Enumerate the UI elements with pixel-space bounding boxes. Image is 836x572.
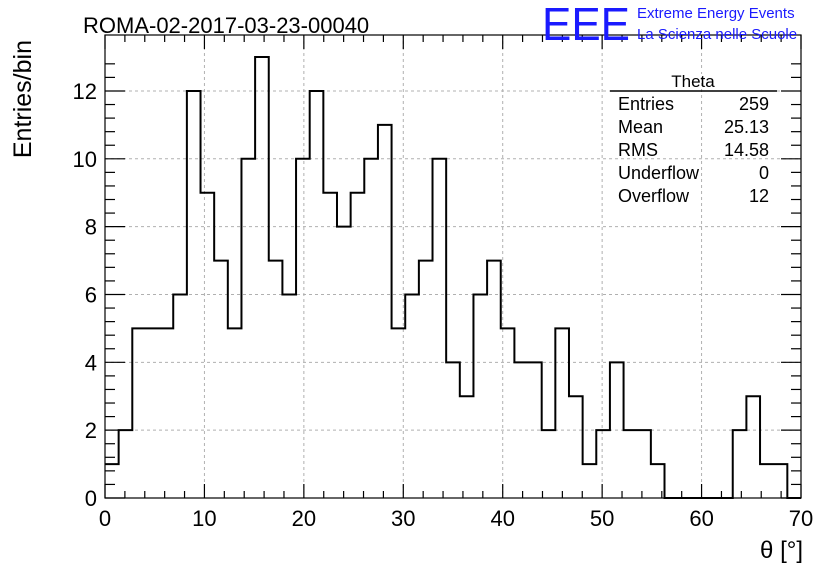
histogram-bin (405, 294, 419, 498)
stats-label: Overflow (618, 186, 690, 206)
x-tick-label: 30 (391, 506, 415, 531)
histogram-bin (105, 464, 119, 498)
y-tick-label: 10 (73, 147, 97, 172)
stats-value: 14.58 (724, 140, 769, 160)
histogram-bin (528, 362, 542, 498)
stats-label: Entries (618, 94, 674, 114)
histogram-bin (187, 91, 201, 498)
histogram-line (105, 56, 801, 499)
eee-logo: EEE (542, 0, 630, 50)
x-tick-label: 50 (590, 506, 614, 531)
histogram-bin (296, 159, 310, 498)
histogram-bin (310, 91, 324, 498)
logo-line2: La Scienza nelle Scuole (637, 26, 797, 43)
stats-value: 0 (759, 163, 769, 183)
ticks-layer (104, 35, 802, 499)
histogram-bin (487, 261, 501, 498)
y-tick-label: 4 (85, 350, 97, 375)
stats-label: Underflow (618, 163, 700, 183)
histogram-bin (651, 464, 665, 498)
x-tick-label: 0 (99, 506, 111, 531)
histogram-bin (555, 328, 569, 498)
histogram-bin (624, 430, 638, 498)
histogram-bin (241, 159, 255, 498)
plot-frame (104, 34, 802, 499)
run-title: ROMA-02-2017-03-23-00040 (83, 13, 369, 38)
stats-value: 259 (739, 94, 769, 114)
histogram-bin (583, 464, 597, 498)
histogram-bin (119, 430, 133, 498)
histogram-bin (733, 430, 747, 498)
stats-value: 25.13 (724, 117, 769, 137)
histogram-bin (501, 328, 515, 498)
histogram-bin (228, 328, 242, 498)
histogram-bin (514, 362, 528, 498)
tick-labels: 0 10 20 30 40 50 60 70 0 2 4 6 8 10 12 (73, 79, 814, 531)
y-tick-label: 6 (85, 282, 97, 307)
histogram-bin (610, 362, 624, 498)
x-tick-label: 40 (490, 506, 514, 531)
histogram-bin (160, 328, 174, 498)
histogram-bin (460, 396, 474, 498)
histogram-bin (146, 328, 160, 498)
histogram-bin (569, 396, 583, 498)
histogram-bin (351, 193, 365, 498)
histogram-bin (269, 261, 283, 498)
histogram-bin (214, 261, 228, 498)
histogram-bin (433, 159, 447, 498)
histogram-bin (255, 57, 269, 498)
y-tick-label: 0 (85, 486, 97, 511)
x-tick-label: 20 (292, 506, 316, 531)
histogram-bin (173, 294, 187, 498)
x-tick-label: 70 (789, 506, 813, 531)
y-tick-label: 2 (85, 418, 97, 443)
stats-value: 12 (749, 186, 769, 206)
y-tick-label: 8 (85, 215, 97, 240)
histogram-bin (419, 261, 433, 498)
stats-label: RMS (618, 140, 658, 160)
stats-title: Theta (671, 72, 715, 91)
y-axis-label: Entries/bin (9, 40, 37, 158)
histogram-bin (637, 430, 651, 498)
histogram-bin (337, 227, 351, 498)
histogram-bin (392, 328, 406, 498)
histogram-bin (596, 430, 610, 498)
histogram-bin (201, 193, 215, 498)
logo-line1: Extreme Energy Events (637, 5, 795, 22)
histogram-bin (746, 396, 760, 498)
stats-label: Mean (618, 117, 663, 137)
histogram-bin (446, 362, 460, 498)
histogram-bin (760, 464, 774, 498)
histogram-bin (542, 430, 556, 498)
histogram-bin (282, 294, 296, 498)
histogram-bin (132, 328, 146, 498)
histogram-bin (378, 125, 392, 498)
x-axis-label: θ [°] (760, 537, 803, 564)
stats-box: Theta Entries 259 Mean 25.13 RMS 14.58 Underfl… (609, 70, 777, 206)
histogram-bin (473, 294, 487, 498)
x-tick-label: 10 (192, 506, 216, 531)
y-tick-label: 12 (73, 79, 97, 104)
histogram-bin (774, 464, 788, 498)
histogram-bin (323, 193, 337, 498)
histogram-bin (364, 159, 378, 498)
bars-layer (105, 57, 787, 498)
x-tick-label: 60 (689, 506, 713, 531)
